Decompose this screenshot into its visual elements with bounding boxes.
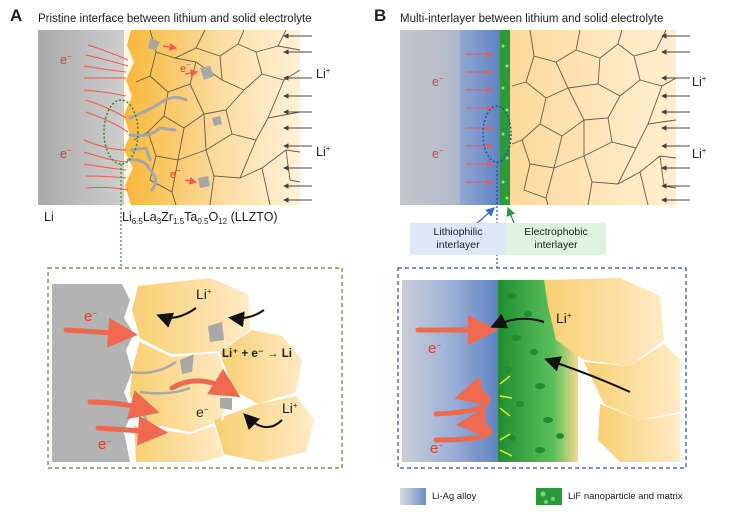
panel-a-letter: A [10, 6, 23, 25]
lif-particles-b [501, 44, 509, 200]
li-ion-label-a-2: Li+ [316, 144, 331, 159]
electron-arrows-b [466, 51, 493, 185]
electron-arrows-a [162, 43, 199, 185]
legend-swatch-alloy [400, 488, 426, 505]
lithium-metal-a [38, 30, 128, 205]
zoom-grains-b [544, 278, 680, 462]
panel-b-letter: B [374, 6, 387, 25]
li-ion-label-b-2: Li+ [692, 146, 707, 161]
panel-b-title: Multi-interlayer between lithium and sol… [400, 13, 664, 25]
li-ion-label-b-1: Li+ [692, 74, 707, 89]
legend-label-alloy: Li-Ag alloy [432, 491, 477, 502]
electron-field-lines-a [83, 44, 129, 191]
electron-label-a-3: e− [180, 60, 191, 75]
llzto-electrolyte-b [510, 30, 676, 205]
electron-label-a-4: e− [170, 166, 181, 181]
panel-b-interface [400, 29, 690, 268]
panel-a-zoom [47, 267, 343, 469]
legend-label-lif: LiF nanoparticle and matrix [568, 491, 683, 502]
panel-a-title: Pristine interface between lithium and s… [38, 13, 312, 25]
electron-label-b-1: e− [432, 74, 444, 89]
panel-b-zoom [397, 267, 687, 469]
lithiophilic-callout: Lithiophilic interlayer [410, 223, 506, 255]
zoom-electron-label-a-1: e− [84, 308, 98, 325]
zoom-deposits-a [180, 322, 232, 410]
zoom-li-arrows-b [490, 313, 631, 393]
lithium-deposits-a [148, 38, 222, 188]
zoom-electron-label-a-3: e− [98, 436, 112, 453]
zoom-li-arrows-a [156, 307, 283, 431]
zoom-li-ion-label-a-2: Li+ [282, 400, 298, 416]
zoom-electron-arrows-a [63, 317, 241, 446]
lif-layer-b [500, 30, 510, 205]
legend-lif-dots [540, 491, 555, 504]
zoom-electron-label-b-2: e− [430, 440, 444, 457]
repel-sparks-b [499, 375, 513, 457]
electron-label-a-2: e− [60, 146, 72, 161]
li-ion-arrows-b [661, 33, 690, 203]
zoom-electron-label-a-2: e− [196, 404, 209, 420]
zoom-circle-a [103, 99, 139, 165]
legend-swatch-lif [536, 488, 562, 505]
reaction-equation: Li⁺ + e⁻ → Li [222, 348, 292, 360]
label-llzto: Li6.5La3Zr1.5Ta0.5O12 (LLZTO) [122, 210, 278, 226]
interface-voids [124, 30, 134, 205]
zoom-electron-arrows-b [415, 315, 498, 443]
lithium-dendrites-a [126, 96, 188, 192]
lithium-metal-b [400, 30, 460, 205]
zoom-li-ion-label-a-1: Li+ [196, 286, 212, 302]
panel-a-interface [38, 29, 312, 268]
label-li-a: Li [44, 210, 54, 224]
zoom-electron-label-b-1: e− [428, 340, 442, 357]
electrophobic-callout: Electrophobic interlayer [506, 223, 606, 255]
zoom-li-ion-label-b: Li+ [556, 310, 572, 326]
zoom-lif-particles-b [504, 293, 564, 453]
electron-label-a-1: e− [60, 52, 72, 67]
electron-label-b-2: e− [432, 146, 444, 161]
li-ion-arrows-a [283, 33, 312, 203]
li-ion-label-a-1: Li+ [316, 66, 331, 81]
